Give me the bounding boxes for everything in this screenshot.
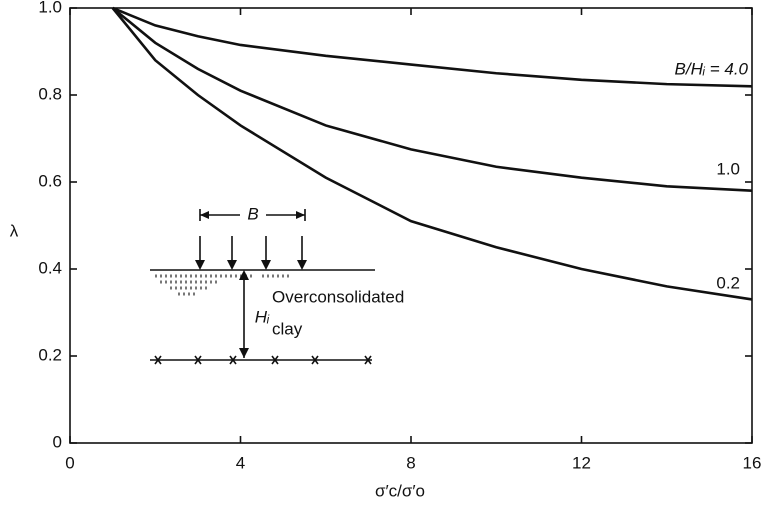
x-tick-label: 16 — [743, 453, 762, 472]
curve — [111, 7, 753, 301]
y-tick-label: 1.0 — [38, 0, 62, 16]
y-tick-label: 0.6 — [38, 171, 62, 190]
inset-diagram: B Hᵢ Overconsolidated clay — [150, 204, 404, 365]
annotation: B — [247, 204, 258, 223]
curve — [112, 6, 753, 88]
curve-label: 0.2 — [716, 273, 740, 292]
y-tick-label: 0.2 — [38, 345, 62, 364]
curve — [111, 6, 753, 192]
x-tick-label: 8 — [406, 453, 415, 472]
y-axis-label: λ — [10, 221, 19, 240]
x-tick-label: 12 — [572, 453, 591, 472]
x-axis-label: σ′c/σ′o — [375, 481, 425, 500]
curve-label: B/Hᵢ = 4.0 — [675, 59, 749, 78]
x-tick-label: 0 — [65, 453, 74, 472]
y-tick-label: 0.4 — [38, 258, 62, 277]
y-tick-label: 0.8 — [38, 84, 62, 103]
y-tick-label: 0 — [53, 432, 62, 451]
curve-label: 1.0 — [716, 159, 740, 178]
x-tick-label: 4 — [236, 453, 245, 472]
annotation: Overconsolidated — [272, 287, 404, 306]
annotation: Hᵢ — [255, 307, 270, 326]
annotation: clay — [272, 319, 303, 338]
